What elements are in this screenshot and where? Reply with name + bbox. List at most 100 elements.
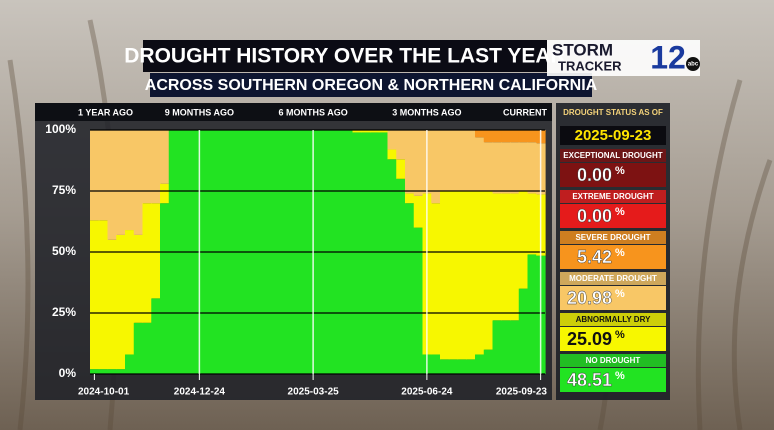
legend-label: SEVERE DROUGHT: [575, 233, 650, 242]
area-segment: [492, 142, 502, 194]
chart-title: DROUGHT HISTORY OVER THE LAST YEAR: [124, 45, 565, 68]
status-unit: %: [615, 329, 625, 341]
area-segment: [98, 220, 109, 370]
logo-line2: TRACKER: [558, 58, 622, 73]
area-segment: [501, 142, 511, 194]
legend-label: NO DROUGHT: [586, 356, 641, 365]
logo-line1: STORM: [552, 40, 613, 59]
area-segment: [448, 191, 459, 360]
status-unit: %: [615, 165, 625, 177]
status-unit: %: [615, 288, 625, 300]
legend-label: MODERATE DROUGHT: [569, 274, 657, 283]
area-segment: [142, 130, 152, 204]
area-segment: [142, 322, 152, 374]
x-tick-label: 2024-10-01: [78, 387, 130, 398]
area-segment: [387, 149, 397, 160]
area-segment: [352, 130, 362, 133]
y-tick-label: 100%: [45, 122, 76, 136]
legend-label: EXCEPTIONAL DROUGHT: [563, 151, 663, 160]
legend-label: ABNORMALLY DRY: [576, 315, 651, 324]
area-segment: [501, 130, 511, 143]
area-segment: [396, 178, 406, 374]
area-segment: [431, 203, 441, 355]
area-segment: [142, 203, 152, 323]
status-date: 2025-09-23: [575, 127, 652, 144]
top-label-band: [35, 103, 552, 121]
area-segment: [151, 298, 161, 374]
area-segment: [116, 130, 126, 235]
area-segment: [133, 322, 144, 374]
area-segment: [387, 159, 397, 374]
status-header: DROUGHT STATUS AS OF: [563, 108, 663, 117]
status-date-box: [560, 126, 666, 145]
area-segment: [378, 130, 389, 133]
area-segment: [133, 234, 144, 323]
area-segment: [518, 288, 529, 374]
area-segment: [475, 354, 485, 374]
area-segment: [457, 130, 467, 191]
status-value-box: [560, 204, 666, 228]
area-segment: [518, 142, 529, 191]
status-value: 48.51: [567, 370, 612, 390]
area-segment: [160, 130, 170, 184]
subtitle-bar: [150, 73, 592, 97]
area-segment: [116, 234, 126, 370]
area-segment: [492, 130, 502, 143]
area-segment: [518, 191, 529, 289]
y-tick-label: 75%: [52, 183, 76, 197]
y-tick-label: 0%: [59, 366, 77, 380]
area-segment: [151, 203, 161, 299]
area-segment: [440, 191, 450, 360]
status-value-box: [560, 163, 666, 187]
area-segment: [116, 369, 126, 374]
area-segment: [440, 359, 450, 374]
area-segment: [405, 193, 415, 204]
area-segment: [413, 227, 424, 374]
area-segment: [413, 130, 424, 196]
status-unit: %: [615, 370, 625, 382]
area-segment: [510, 320, 520, 374]
status-value-box: [560, 368, 666, 392]
area-segment: [475, 191, 485, 355]
area-segment: [151, 130, 161, 204]
area-segment: [492, 193, 502, 321]
x-tick-label: 2025-06-24: [401, 387, 453, 398]
logo-number: 12: [650, 39, 686, 75]
area-segment: [448, 130, 459, 191]
area-segment: [483, 349, 494, 374]
area-segment: [90, 369, 100, 374]
area-segment: [448, 359, 459, 374]
area-segment: [160, 183, 170, 204]
top-label: 6 MONTHS AGO: [279, 107, 348, 117]
x-tick-label: 2025-03-25: [288, 387, 340, 398]
area-segment: [387, 130, 397, 150]
area-segment: [125, 354, 135, 374]
area-segment: [510, 142, 520, 194]
logo-network-badge: [686, 57, 700, 71]
status-value: 5.42: [577, 247, 612, 267]
area-segment: [107, 130, 117, 240]
area-segment: [378, 132, 389, 374]
x-tick-label: 2025-09-23: [496, 387, 548, 398]
top-label: 1 YEAR AGO: [78, 107, 133, 117]
area-segment: [431, 130, 441, 204]
area-segment: [483, 142, 494, 191]
legend-label: EXTREME DROUGHT: [572, 192, 653, 201]
area-segment: [518, 130, 529, 143]
status-name-box: [560, 231, 666, 244]
y-tick-label: 50%: [52, 244, 76, 258]
area-segment: [125, 230, 135, 355]
status-unit: %: [615, 247, 625, 259]
status-value-box: [560, 327, 666, 351]
area-segment: [527, 130, 537, 143]
chart-subtitle: ACROSS SOUTHERN OREGON & NORTHERN CALIFO…: [145, 77, 598, 94]
area-segment: [510, 130, 520, 143]
area-segment: [370, 132, 380, 374]
area-segment: [527, 254, 537, 374]
area-segment: [475, 137, 485, 191]
area-segment: [405, 130, 415, 194]
logo-box: [547, 40, 700, 76]
area-segment: [405, 203, 415, 374]
area-segment: [107, 239, 117, 370]
